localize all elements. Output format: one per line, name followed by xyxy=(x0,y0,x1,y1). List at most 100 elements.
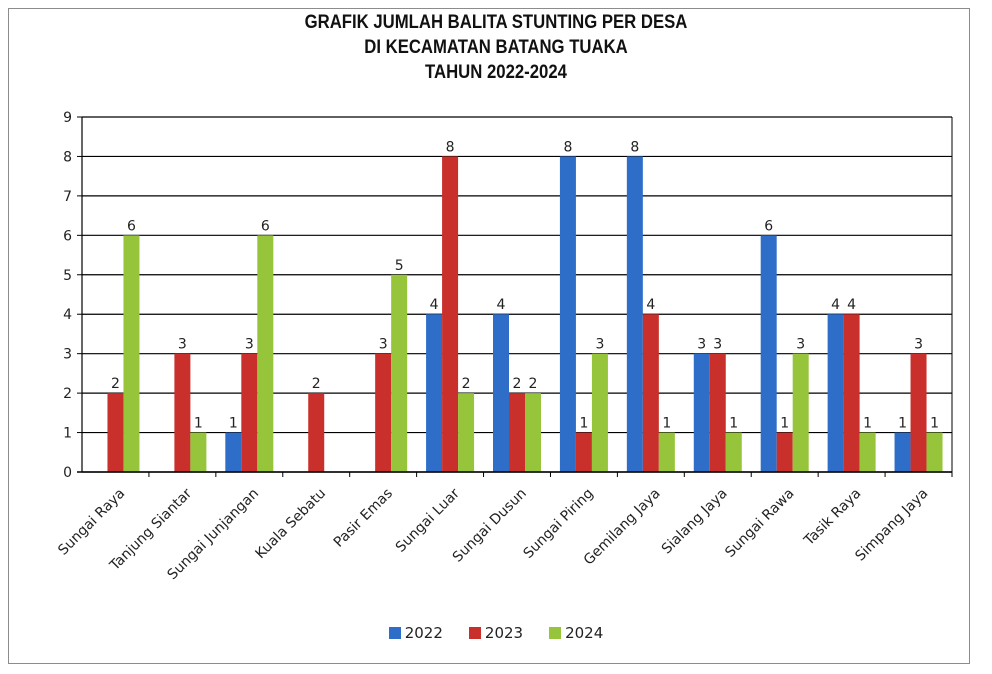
y-tick-label: 6 xyxy=(63,228,72,244)
data-label: 5 xyxy=(395,258,404,274)
x-tick-label: Sungai Piring xyxy=(520,486,596,562)
bar-2024 xyxy=(525,393,541,472)
bar-2024 xyxy=(725,432,742,472)
data-label: 2 xyxy=(312,376,321,392)
x-tick-label: Simpang Jaya xyxy=(852,486,931,565)
y-tick-label: 5 xyxy=(63,268,72,284)
data-label: 8 xyxy=(563,139,572,155)
bar-2023 xyxy=(375,353,392,472)
legend-swatch-2023 xyxy=(468,627,481,639)
bar-2023 xyxy=(776,432,793,472)
data-label: 1 xyxy=(579,416,588,432)
bar-2024 xyxy=(658,432,675,472)
bar-2023 xyxy=(174,353,191,472)
bar-2024 xyxy=(391,274,408,472)
data-label: 3 xyxy=(914,337,923,353)
bar-2022 xyxy=(894,432,911,472)
data-label: 1 xyxy=(780,416,789,432)
x-tick-label: Kuala Sebatu xyxy=(253,486,330,563)
y-tick-label: 0 xyxy=(63,465,72,481)
data-label: 3 xyxy=(178,337,187,353)
data-label: 4 xyxy=(847,297,856,313)
bar-2024 xyxy=(926,432,943,472)
legend-label-2024: 2024 xyxy=(565,624,604,642)
data-label: 4 xyxy=(646,297,655,313)
bar-2022 xyxy=(760,235,777,472)
y-tick-label: 3 xyxy=(63,347,72,363)
legend-label-2023: 2023 xyxy=(484,624,524,642)
data-label: 1 xyxy=(229,416,238,432)
bar-2022 xyxy=(827,314,844,472)
data-label: 6 xyxy=(764,218,773,234)
bar-2023 xyxy=(509,393,525,472)
bar-2024 xyxy=(190,432,207,472)
bar-2024 xyxy=(591,353,608,472)
data-label: 8 xyxy=(446,139,455,155)
data-label: 2 xyxy=(529,376,538,392)
data-label: 8 xyxy=(630,139,639,155)
bars xyxy=(107,156,943,472)
data-label: 6 xyxy=(127,218,136,234)
y-axis: 0 1 2 3 4 5 6 7 8 9 xyxy=(63,110,953,481)
y-tick-label: 4 xyxy=(63,307,72,323)
legend: 2022 2023 2024 xyxy=(0,624,992,642)
data-label: 1 xyxy=(729,416,738,432)
data-label: 3 xyxy=(379,337,388,353)
chart-title-line-2: DI KECAMATAN BATANG TUAKA xyxy=(364,37,628,58)
data-label: 1 xyxy=(930,416,939,432)
bar-2023 xyxy=(642,314,659,472)
y-tick-label: 1 xyxy=(63,426,72,442)
y-tick-label: 7 xyxy=(63,189,72,205)
legend-item-2022: 2022 xyxy=(388,624,443,642)
bar-2024 xyxy=(458,393,475,472)
bar-2023 xyxy=(442,156,459,472)
bar-2023 xyxy=(709,353,726,472)
y-tick-label: 8 xyxy=(63,149,72,165)
bar-2023 xyxy=(308,393,325,472)
data-label: 3 xyxy=(595,337,604,353)
x-tick-label: Sungai Raya xyxy=(55,486,128,559)
bar-2023 xyxy=(575,432,592,472)
x-tick-label: Tasik Raya xyxy=(801,486,865,550)
data-label: 4 xyxy=(497,297,506,313)
x-tick-label: Pasir Emas xyxy=(331,486,396,551)
chart-title-line-1: GRAFIK JUMLAH BALITA STUNTING PER DESA xyxy=(304,12,688,33)
chart-title-line-3: TAHUN 2022-2024 xyxy=(425,62,567,83)
bar-2022 xyxy=(559,156,576,472)
data-label: 1 xyxy=(863,416,872,432)
bar-2024 xyxy=(257,235,274,472)
y-tick-label: 9 xyxy=(63,110,72,126)
y-tick-label: 2 xyxy=(63,386,72,402)
bar-2022 xyxy=(493,314,509,472)
data-label: 3 xyxy=(713,337,722,353)
data-label: 1 xyxy=(194,416,203,432)
bar-2022 xyxy=(225,432,242,472)
bar-2023 xyxy=(910,353,927,472)
data-label: 4 xyxy=(831,297,840,313)
data-label: 4 xyxy=(430,297,439,313)
legend-swatch-2022 xyxy=(388,627,401,639)
data-label: 2 xyxy=(462,376,471,392)
bar-2023 xyxy=(843,314,860,472)
legend-label-2022: 2022 xyxy=(404,624,443,642)
x-tick-label: Sungai Rawa xyxy=(722,486,797,561)
bar-2022 xyxy=(626,156,643,472)
legend-item-2024: 2024 xyxy=(549,624,603,642)
data-label: 3 xyxy=(697,337,706,353)
data-label: 2 xyxy=(513,376,522,392)
bar-2022 xyxy=(693,353,710,472)
data-label: 1 xyxy=(898,416,907,432)
bar-2023 xyxy=(241,353,258,472)
x-tick-label: Sialang Jaya xyxy=(659,486,731,558)
data-label: 3 xyxy=(796,337,805,353)
bar-2023 xyxy=(107,393,124,472)
legend-swatch-2024 xyxy=(549,627,562,639)
data-label: 1 xyxy=(662,416,671,432)
bar-2024 xyxy=(792,353,809,472)
bar-2024 xyxy=(123,235,140,472)
bar-2022 xyxy=(426,314,443,472)
x-tick-label: Sungai Luar xyxy=(393,485,463,555)
